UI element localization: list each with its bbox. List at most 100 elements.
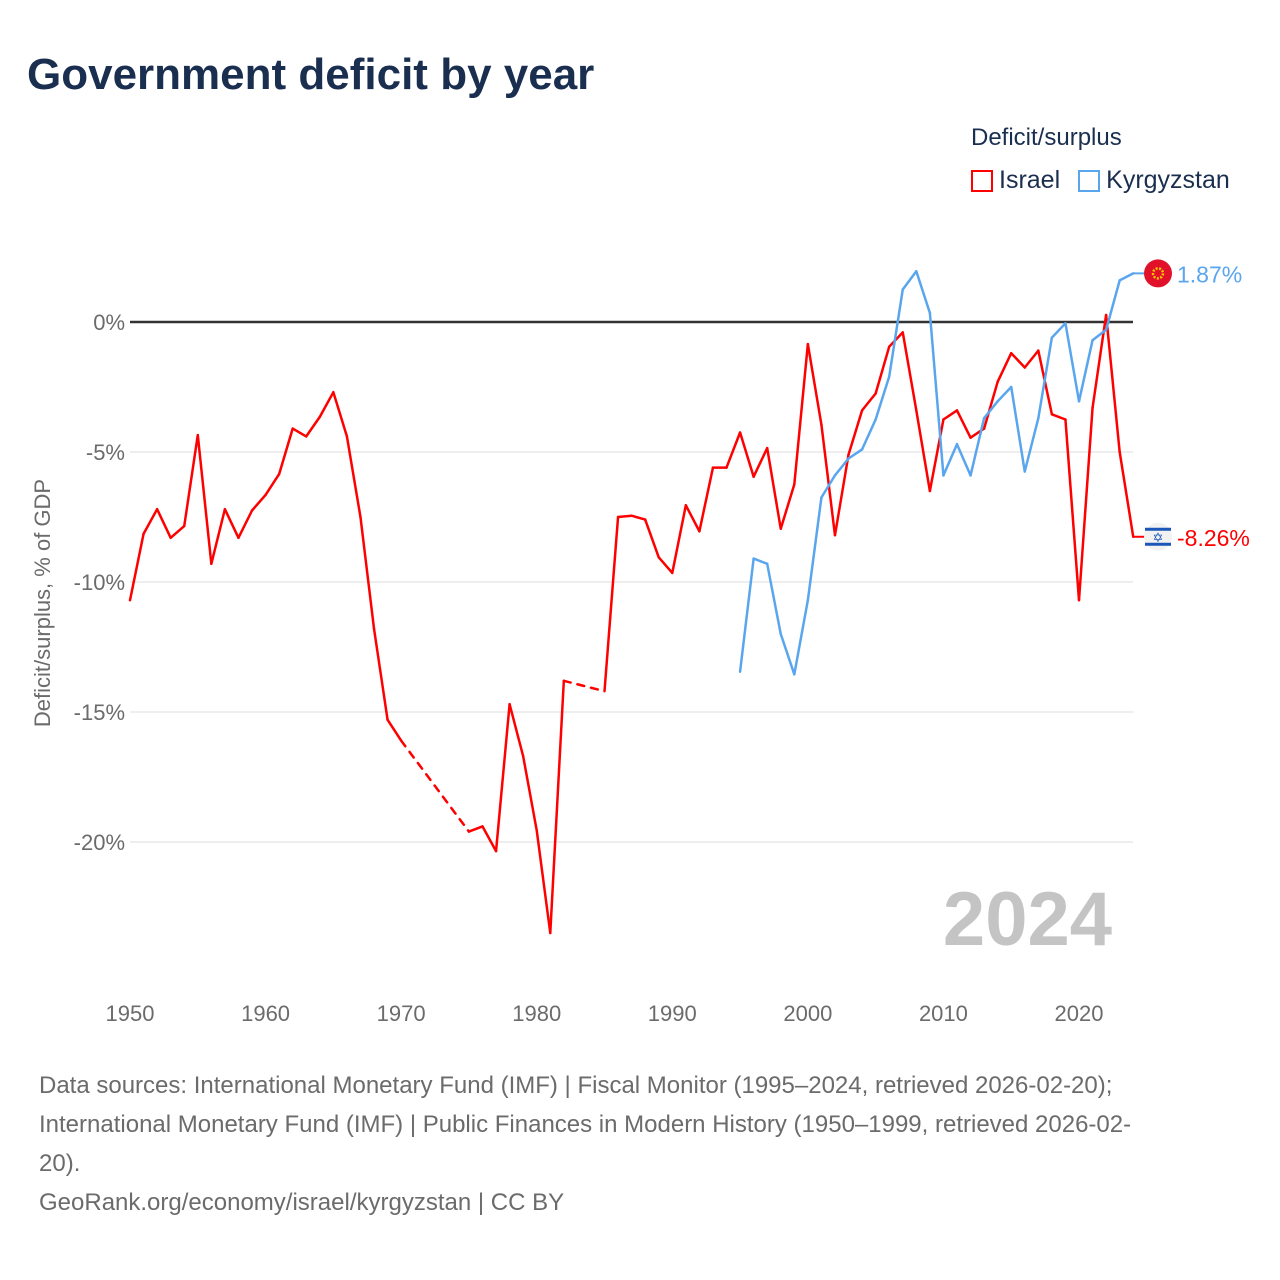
y-axis-label: Deficit/surplus, % of GDP: [30, 479, 55, 727]
series-segment-israel: [955, 409, 972, 439]
series-segment-israel: [793, 342, 810, 486]
series-segment-israel: [535, 829, 552, 935]
legend-item-israel[interactable]: Israel: [971, 166, 1060, 195]
israel-flag-stripe: [1145, 542, 1171, 546]
series-segment-kyrgyzstan: [806, 496, 823, 602]
series-segment-kyrgyzstan: [982, 400, 999, 420]
series-segment-israel: [182, 433, 200, 528]
series-segment-israel: [657, 556, 674, 575]
source-link[interactable]: GeoRank.org/economy/israel/kyrgyzstan | …: [39, 1189, 565, 1216]
series-segment-israel: [508, 702, 525, 758]
series-segment-israel: [860, 392, 877, 412]
series-segment-israel: [128, 532, 145, 602]
israel-flag-stripe: [1145, 527, 1171, 531]
series-segment-kyrgyzstan: [765, 562, 782, 636]
x-tick-label: 2010: [919, 1001, 968, 1026]
legend-label-israel: Israel: [999, 166, 1061, 194]
legend-swatch-israel: [971, 169, 993, 192]
y-tick-label: 0%: [93, 310, 125, 335]
series-segment-israel: [915, 409, 932, 493]
series-segment-kyrgyzstan: [1050, 322, 1067, 339]
series-segment-israel: [1091, 313, 1108, 410]
chart-title: Government deficit by year: [27, 50, 595, 99]
series-segment-israel: [467, 825, 484, 833]
source-line: 20).: [39, 1150, 81, 1177]
series-segment-kyrgyzstan: [942, 442, 959, 477]
series-segment-israel: [223, 507, 240, 540]
series-segment-israel: [874, 345, 891, 395]
series-segment-israel: [752, 446, 769, 478]
series-segment-kyrgyzstan: [793, 598, 810, 676]
x-tick-label: 1960: [241, 1001, 290, 1026]
series-segment-kyrgyzstan: [1037, 336, 1054, 420]
series-segment-israel: [806, 342, 823, 426]
series-segment-israel: [264, 472, 281, 497]
series-segment-kyrgyzstan: [1009, 385, 1027, 473]
series-segment-israel: [549, 679, 566, 935]
series-segment-israel: [833, 453, 850, 537]
end-label-kyrgyzstan: 1.87%: [1177, 261, 1242, 287]
series-segment-israel: [250, 493, 267, 512]
y-tick-label: -5%: [86, 440, 125, 465]
series-segment-israel: [942, 409, 959, 421]
series-segment-kyrgyzstan: [915, 270, 932, 315]
sun-icon: [1151, 267, 1165, 280]
series-segment-israel: [671, 504, 688, 575]
series-segment-israel: [1077, 406, 1094, 602]
series-segment-israel: [1023, 349, 1040, 369]
source-line: International Monetary Fund (IMF) | Publ…: [39, 1111, 1132, 1138]
series-segment-israel: [643, 518, 660, 559]
series-segment-kyrgyzstan: [1104, 279, 1121, 332]
series-segment-israel: [820, 423, 837, 537]
series-segment-kyrgyzstan: [955, 442, 972, 477]
series-segment-kyrgyzstan: [1077, 338, 1094, 403]
series-segment-kyrgyzstan: [901, 270, 918, 291]
series-segment-kyrgyzstan: [752, 557, 769, 566]
series-segment-israel: [738, 431, 755, 478]
series-segment-israel: [196, 433, 213, 566]
kyrgyzstan-flag-icon: [1144, 259, 1172, 288]
series-segment-israel: [901, 331, 918, 412]
series-segment-israel: [277, 427, 294, 476]
series-segment-kyrgyzstan: [860, 418, 877, 451]
series-segment-israel: [291, 427, 308, 438]
series-segment-israel: [982, 380, 999, 430]
series-segment-israel: [332, 390, 349, 438]
series-segment-israel: [494, 702, 511, 853]
legend-item-kyrgyzstan[interactable]: Kyrgyzstan: [1078, 166, 1230, 195]
star-of-david-icon: ✡: [1153, 530, 1164, 545]
series-segment-israel: [779, 483, 796, 530]
series-segment-israel: [562, 679, 606, 693]
series-segment-israel: [725, 431, 742, 469]
x-tick-label: 1970: [377, 1001, 426, 1026]
end-label-israel: -8.26%: [1177, 525, 1250, 551]
series-segment-israel: [155, 507, 172, 540]
series-segment-kyrgyzstan: [874, 375, 891, 421]
legend-swatch-kyrgyzstan: [1078, 169, 1101, 192]
series-segment-kyrgyzstan: [1023, 416, 1040, 473]
x-tick-label: 1990: [648, 1001, 697, 1026]
legend-title: Deficit/surplus: [971, 124, 1122, 151]
series-segment-israel: [318, 390, 335, 419]
series-segment-israel: [169, 524, 186, 540]
series-segment-israel: [1009, 351, 1027, 369]
series-segment-israel: [847, 409, 864, 456]
legend-label-kyrgyzstan: Kyrgyzstan: [1106, 166, 1230, 194]
x-tick-label: 2020: [1055, 1001, 1104, 1026]
series-segment-israel: [481, 825, 498, 853]
series-segment-kyrgyzstan: [820, 474, 837, 499]
series-segment-israel: [630, 514, 647, 521]
x-tick-label: 2000: [783, 1001, 832, 1026]
series-segment-israel: [142, 507, 159, 536]
series-segment-israel: [765, 446, 782, 530]
series-segment-israel: [1104, 313, 1121, 454]
series-segment-israel: [603, 515, 620, 693]
series-segment-israel: [1050, 413, 1067, 421]
series-segment-israel: [345, 435, 362, 519]
series-segment-israel: [372, 627, 389, 722]
plot-area: 0% -5% -10% -15% -20% 1950 1960 1970 1980 1990 200…: [30, 259, 1250, 1026]
series-segment-israel: [386, 718, 403, 742]
series-segment-israel: [359, 515, 376, 631]
y-tick-label: -20%: [74, 830, 125, 855]
x-tick-label: 1950: [106, 1001, 155, 1026]
